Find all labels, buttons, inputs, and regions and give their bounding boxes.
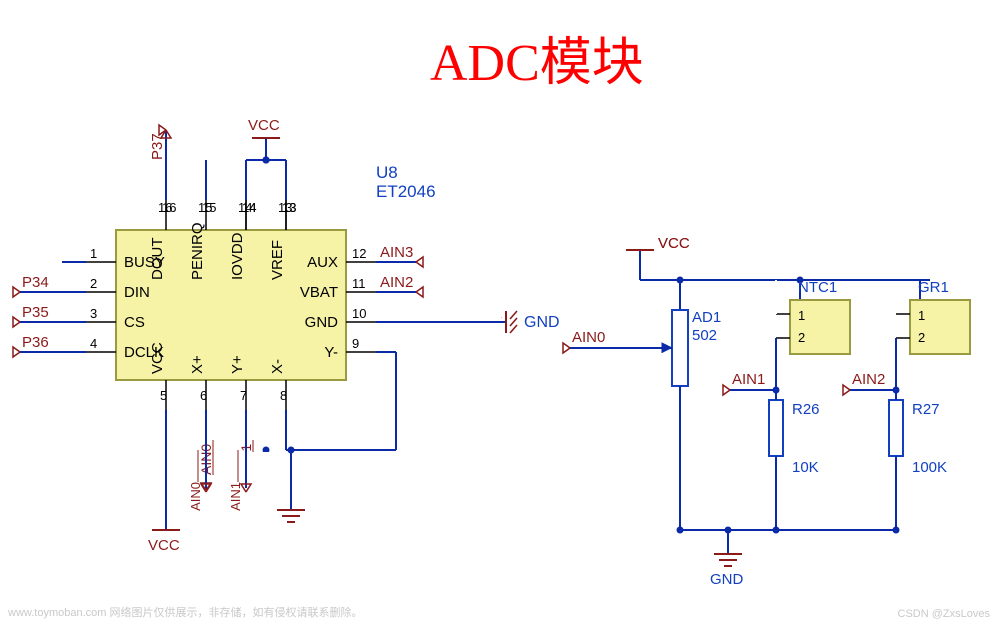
svg-text:AIN2: AIN2 <box>380 274 413 291</box>
svg-text:502: 502 <box>692 327 717 344</box>
svg-text:4: 4 <box>90 336 97 351</box>
svg-text:VCC: VCC <box>248 117 280 134</box>
svg-text:2: 2 <box>90 276 97 291</box>
svg-text:11: 11 <box>352 276 366 291</box>
svg-text:X-: X- <box>269 359 286 374</box>
svg-text:AIN3: AIN3 <box>380 244 413 261</box>
svg-text:1: 1 <box>798 308 805 323</box>
svg-text:9: 9 <box>352 336 359 351</box>
svg-text:GND: GND <box>710 571 744 588</box>
svg-text:AIN1: AIN1 <box>732 371 765 388</box>
diagram-title: ADC模块 <box>430 20 644 95</box>
watermark-left: www.toymoban.com 网络图片仅供展示，非存储，如有侵权请联系删除。 <box>8 604 362 620</box>
svg-text:AIN1: AIN1 <box>228 482 243 511</box>
svg-text:NTC1: NTC1 <box>798 279 837 296</box>
svg-text:15: 15 <box>198 200 212 215</box>
svg-text:VCC: VCC <box>148 537 180 554</box>
svg-text:14: 14 <box>238 200 252 215</box>
svg-text:1: 1 <box>918 308 925 323</box>
svg-text:10: 10 <box>352 306 366 321</box>
svg-text:P35: P35 <box>22 304 49 321</box>
svg-text:Y+: Y+ <box>229 355 246 374</box>
svg-text:2: 2 <box>918 330 925 345</box>
svg-text:VCC: VCC <box>658 235 690 252</box>
svg-text:PENIRQ: PENIRQ <box>189 222 206 280</box>
svg-text:VBAT: VBAT <box>300 284 338 301</box>
svg-text:R27: R27 <box>912 401 940 418</box>
svg-text:AUX: AUX <box>307 254 338 271</box>
svg-text:13: 13 <box>278 200 292 215</box>
svg-text:VCC: VCC <box>149 342 166 374</box>
svg-text:6: 6 <box>200 388 207 403</box>
svg-text:5: 5 <box>160 388 167 403</box>
svg-text:2: 2 <box>798 330 805 345</box>
svg-text:10K: 10K <box>792 459 819 476</box>
svg-text:ET2046: ET2046 <box>376 182 436 201</box>
svg-text:8: 8 <box>280 388 287 403</box>
svg-text:DOUT: DOUT <box>149 238 166 281</box>
svg-text:7: 7 <box>240 388 247 403</box>
svg-text:GR1: GR1 <box>918 279 949 296</box>
svg-text:DIN: DIN <box>124 284 150 301</box>
svg-text:CS: CS <box>124 314 145 331</box>
svg-text:16: 16 <box>158 200 172 215</box>
svg-text:P34: P34 <box>22 274 49 291</box>
watermark-right: CSDN @ZxsLoves <box>898 608 990 620</box>
svg-text:P37: P37 <box>149 133 166 160</box>
svg-text:GND: GND <box>524 314 560 331</box>
svg-text:AD1: AD1 <box>692 309 721 326</box>
svg-text:Y-: Y- <box>324 344 338 361</box>
svg-text:VREF: VREF <box>269 240 286 280</box>
svg-text:X+: X+ <box>189 355 206 374</box>
svg-text:GND: GND <box>305 314 339 331</box>
svg-text:100K: 100K <box>912 459 947 476</box>
svg-text:AIN0: AIN0 <box>188 482 203 511</box>
svg-text:R26: R26 <box>792 401 820 418</box>
svg-text:AIN2: AIN2 <box>852 371 885 388</box>
svg-text:AIN0: AIN0 <box>572 329 605 346</box>
svg-text:12: 12 <box>352 246 366 261</box>
svg-text:IOVDD: IOVDD <box>229 232 246 280</box>
svg-text:1: 1 <box>90 246 97 261</box>
svg-text:3: 3 <box>90 306 97 321</box>
svg-text:U8: U8 <box>376 163 398 182</box>
svg-text:P36: P36 <box>22 334 49 351</box>
